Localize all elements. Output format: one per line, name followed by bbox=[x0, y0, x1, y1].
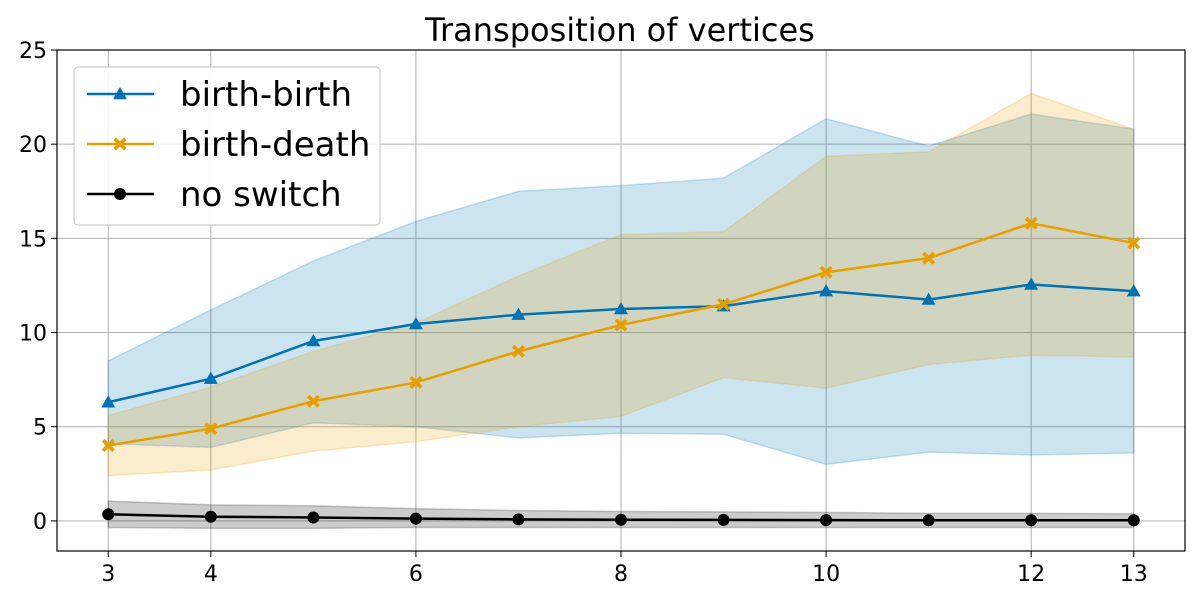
point-no-switch bbox=[409, 512, 422, 525]
x-tick-label: 3 bbox=[101, 562, 115, 587]
point-no-switch bbox=[922, 514, 935, 527]
point-birth-death bbox=[409, 375, 423, 389]
y-tick-label: 5 bbox=[33, 416, 47, 441]
point-birth-birth bbox=[1024, 277, 1039, 290]
point-birth-death bbox=[306, 394, 320, 408]
x-tick-label: 13 bbox=[1120, 562, 1148, 587]
y-tick-label: 0 bbox=[33, 510, 47, 535]
x-tick-label: 12 bbox=[1017, 562, 1045, 587]
legend: birth-birth birth-death no switch bbox=[73, 66, 381, 226]
y-tick-label: 15 bbox=[19, 227, 47, 252]
point-no-switch bbox=[512, 513, 525, 526]
point-birth-death bbox=[101, 439, 115, 453]
x-tick-label: 6 bbox=[409, 562, 423, 587]
point-no-switch bbox=[1025, 514, 1038, 527]
point-no-switch bbox=[204, 510, 217, 523]
x-tick-label: 10 bbox=[812, 562, 840, 587]
point-no-switch bbox=[820, 514, 833, 527]
point-birth-death bbox=[614, 318, 628, 332]
chart-title: Transposition of vertices bbox=[424, 11, 815, 49]
legend-label-birth-death: birth-death bbox=[180, 125, 370, 165]
point-no-switch bbox=[615, 513, 627, 526]
y-tick-label: 10 bbox=[19, 322, 47, 347]
point-birth-birth bbox=[819, 284, 834, 297]
legend-label-no-switch: no switch bbox=[180, 175, 342, 215]
x-tick-label: 4 bbox=[204, 562, 218, 587]
legend-marker-no-switch bbox=[114, 188, 126, 200]
point-birth-birth bbox=[511, 307, 526, 320]
point-birth-birth bbox=[306, 333, 321, 347]
point-no-switch bbox=[307, 511, 320, 524]
point-birth-birth bbox=[1126, 284, 1141, 297]
point-birth-birth bbox=[203, 371, 218, 384]
legend-marker-birth-death bbox=[113, 137, 127, 151]
point-birth-birth bbox=[614, 301, 628, 315]
legend-label-birth-birth: birth-birth bbox=[180, 75, 352, 115]
y-tick-label: 25 bbox=[19, 39, 47, 64]
point-no-switch bbox=[102, 508, 115, 521]
point-birth-birth bbox=[921, 292, 936, 305]
y-tick-label: 20 bbox=[19, 133, 47, 158]
point-birth-death bbox=[819, 265, 833, 279]
band-birth-death bbox=[107, 92, 1135, 477]
point-no-switch bbox=[1127, 514, 1140, 527]
point-birth-death bbox=[717, 297, 731, 311]
point-birth-death bbox=[1127, 236, 1141, 250]
point-birth-birth bbox=[101, 395, 116, 408]
series-markers bbox=[101, 216, 1141, 527]
legend-box bbox=[73, 66, 381, 226]
point-birth-death bbox=[511, 344, 525, 358]
point-birth-death bbox=[204, 422, 218, 436]
legend-marker-birth-birth bbox=[113, 87, 127, 100]
axis-ticks: 3 4 6 8 10 12 13 0 5 10 15 20 25 bbox=[19, 39, 1148, 587]
point-birth-birth bbox=[408, 317, 423, 330]
band-birth-birth bbox=[107, 113, 1135, 466]
x-tick-label: 8 bbox=[614, 562, 628, 587]
point-no-switch bbox=[717, 513, 730, 526]
point-birth-death bbox=[922, 251, 936, 265]
point-birth-death bbox=[1024, 216, 1038, 230]
